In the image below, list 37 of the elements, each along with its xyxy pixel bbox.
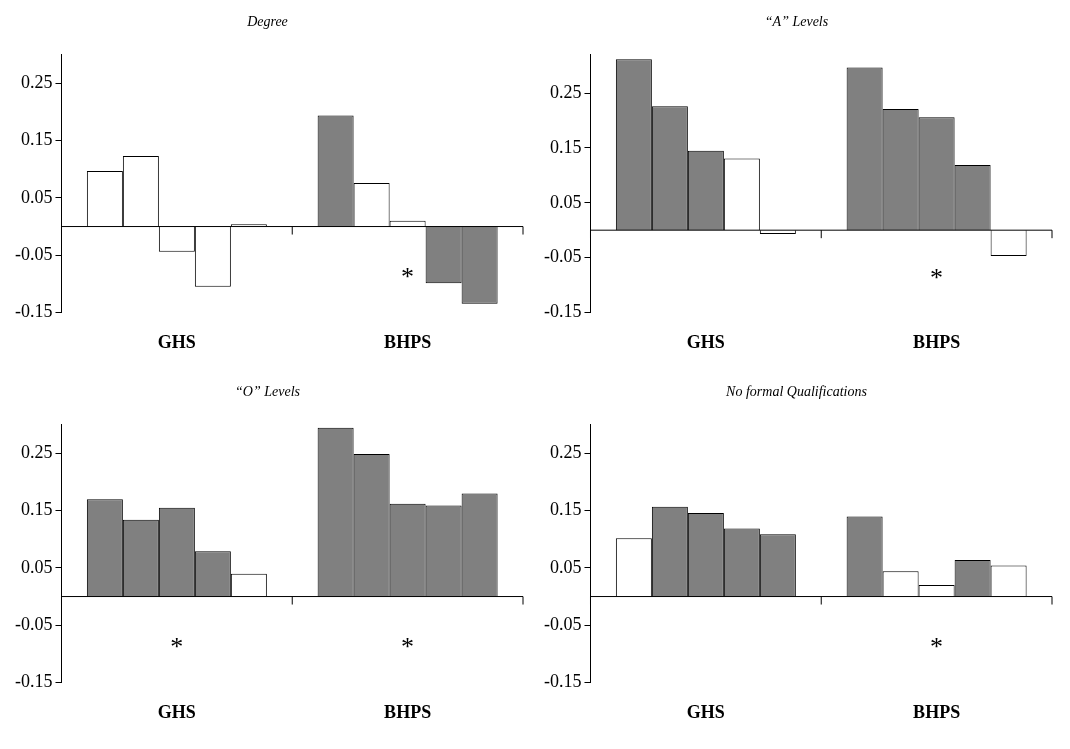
x-tick-label: BHPS (384, 701, 432, 722)
y-tick-label: 0.15 (20, 499, 53, 520)
y-tick-label: 0.25 (549, 81, 582, 102)
y-tick-label: 0.15 (20, 129, 53, 150)
y-tick-label: -0.15 (14, 301, 53, 322)
y-tick-label: 0.25 (20, 442, 53, 463)
x-tick-label: GHS (686, 331, 725, 352)
chart-title: “A” Levels (764, 14, 829, 30)
y-tick-label: 0.15 (549, 136, 582, 157)
y-tick-label: -0.15 (543, 671, 582, 692)
x-tick-label: GHS (686, 701, 725, 722)
annotation: * (930, 631, 944, 661)
x-tick-label: GHS (157, 331, 196, 352)
y-tick-label: 0.05 (549, 556, 582, 577)
y-tick-label: -0.15 (14, 671, 53, 692)
y-tick-label: -0.05 (14, 613, 53, 634)
y-tick-label: 0.25 (20, 72, 53, 93)
y-tick-label: -0.05 (14, 243, 53, 264)
y-tick-label: 0.25 (549, 442, 582, 463)
y-tick-label: 0.15 (549, 499, 582, 520)
annotation: * (401, 261, 415, 291)
x-tick-label: BHPS (384, 331, 432, 352)
y-tick-label: 0.05 (549, 191, 582, 212)
annotation: * (401, 631, 415, 661)
y-tick-label: 0.05 (20, 556, 53, 577)
x-tick-label: GHS (157, 701, 196, 722)
y-tick-label: 0.05 (20, 186, 53, 207)
x-tick-label: BHPS (913, 331, 961, 352)
y-tick-label: -0.05 (543, 246, 582, 267)
y-tick-label: -0.15 (543, 301, 582, 322)
annotation: * (930, 263, 944, 293)
x-tick-label: BHPS (913, 701, 961, 722)
y-tick-label: -0.05 (543, 613, 582, 634)
chart-title: “O” Levels (235, 384, 301, 400)
chart-title: Degree (246, 14, 288, 30)
chart-title: No formal Qualifications (725, 384, 868, 400)
annotation: * (170, 631, 184, 661)
